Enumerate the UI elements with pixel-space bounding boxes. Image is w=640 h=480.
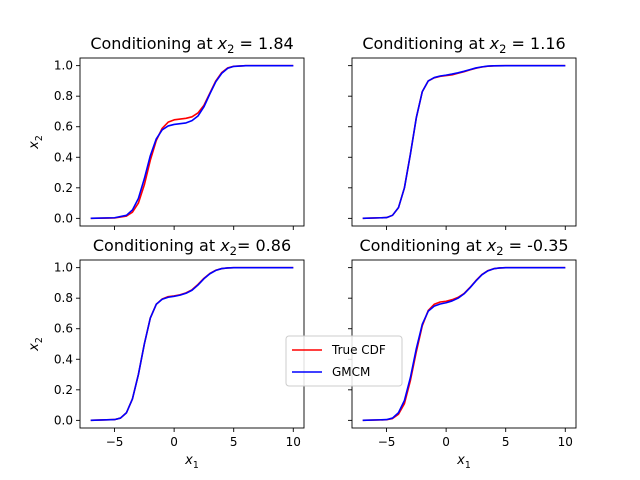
- axes-frame: [79, 259, 305, 429]
- legend-label-gmcm: GMCM: [332, 365, 370, 379]
- x-tick-label: 5: [230, 435, 238, 449]
- y-tick-label: 0.4: [54, 150, 73, 164]
- axes-frame: [79, 57, 305, 227]
- subplot-3: −5 0 5 10 0.0 0.2 0.4 0.6 0.8 1.0 Conditioning at …: [27, 236, 305, 471]
- series-line-gmcm: [362, 266, 566, 422]
- subplot-4: −5 0 5 10 Conditioning at x2 = -0.35 x1: [348, 236, 577, 471]
- subplot-title: Conditioning at x2= 0.86: [93, 236, 291, 258]
- x-tick-label: 10: [286, 435, 301, 449]
- x-tick-label: −5: [106, 435, 124, 449]
- series-line-gmcm: [90, 64, 294, 220]
- subplot-title: Conditioning at x2 = -0.35: [359, 236, 568, 258]
- x-axis-label: x1: [456, 453, 471, 471]
- x-tick-label: −5: [378, 435, 396, 449]
- series-line-gmcm: [362, 64, 566, 220]
- x-tick-label: 0: [442, 435, 450, 449]
- subplot-grid: 0.0 0.2 0.4 0.6 0.8 1.0 Conditioning at x2 = 1…: [27, 34, 577, 471]
- x-tick-label: 10: [558, 435, 573, 449]
- legend-label-true-cdf: True CDF: [331, 343, 386, 357]
- subplot-title: Conditioning at x2 = 1.16: [362, 34, 565, 56]
- y-tick-label: 0.2: [54, 383, 73, 397]
- legend-frame: [285, 335, 403, 387]
- y-tick-label: 0.6: [54, 120, 73, 134]
- y-tick-label: 1.0: [54, 261, 73, 275]
- x-tick-label: 5: [502, 435, 510, 449]
- y-tick-label: 1.0: [54, 59, 73, 73]
- y-tick-label: 0.0: [54, 211, 73, 225]
- subplot-1: 0.0 0.2 0.4 0.6 0.8 1.0 Conditioning at x2 = 1…: [27, 34, 305, 230]
- series-line-gmcm: [90, 266, 294, 422]
- x-tick-label: 0: [170, 435, 178, 449]
- y-tick-label: 0.8: [54, 291, 73, 305]
- y-tick-label: 0.0: [54, 413, 73, 427]
- series-line-true-cdf: [362, 64, 566, 220]
- x-axis-label: x1: [184, 453, 199, 471]
- y-tick-label: 0.4: [54, 352, 73, 366]
- subplot-title: Conditioning at x2 = 1.84: [90, 34, 293, 56]
- series-line-true-cdf: [90, 64, 294, 220]
- y-tick-label: 0.2: [54, 181, 73, 195]
- subplot-2: Conditioning at x2 = 1.16: [348, 34, 577, 230]
- legend: True CDF GMCM: [285, 335, 403, 387]
- y-tick-label: 0.6: [54, 322, 73, 336]
- y-axis-label: x2: [27, 337, 45, 352]
- y-axis-label: x2: [27, 135, 45, 150]
- y-tick-label: 0.8: [54, 89, 73, 103]
- axes-frame: [351, 57, 577, 227]
